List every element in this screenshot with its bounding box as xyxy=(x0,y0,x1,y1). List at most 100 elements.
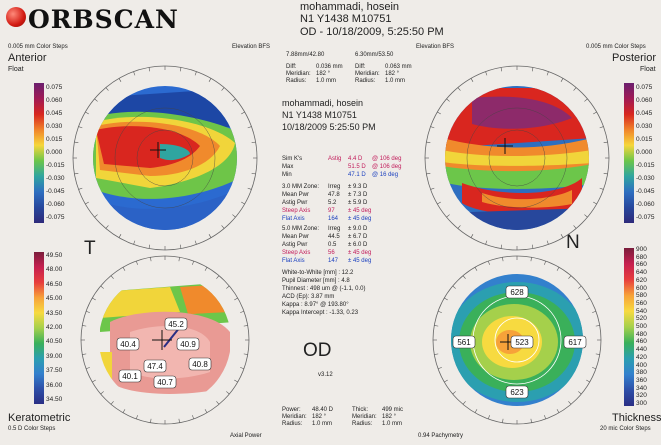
anterior-diff-value: 182 ° xyxy=(316,71,331,77)
posterior-diff-label: Meridian: xyxy=(355,71,380,77)
degree-tick xyxy=(92,379,96,383)
degree-tick xyxy=(110,275,114,279)
keratometric-legend-label: 43.50 xyxy=(46,309,63,317)
keratometric-point-row: Meridian: 182 ° xyxy=(282,414,348,421)
keratometric-power-map: 40.4 45.2 40.9 47.4 40.1 40.7 40.8 xyxy=(80,255,250,425)
degree-tick xyxy=(232,214,236,218)
anterior-diff-info: Diff: 0.036 mm Meridian: 182 ° Radius: 1.0 mm xyxy=(286,64,352,85)
thickness-value-box xyxy=(505,285,529,299)
anterior-legend-label: 0.015 xyxy=(46,136,63,143)
zone5-extra: ± 45 deg xyxy=(348,258,372,264)
degree-tick xyxy=(208,78,212,82)
degree-tick xyxy=(150,418,152,423)
zone5-label: Mean Pwr xyxy=(282,234,310,240)
degree-tick xyxy=(434,353,439,355)
keratometric-legend-label: 42.00 xyxy=(46,324,63,331)
degree-tick xyxy=(216,401,220,405)
degree-tick xyxy=(150,257,152,262)
posterior-legend-label: 0.075 xyxy=(636,84,653,91)
summary-line: ACD (Ep): 3.87 mm xyxy=(282,294,335,300)
degree-tick xyxy=(178,257,180,262)
zone5-block: 5.0 MM Zone: Irreg ± 9.0 D Mean Pwr 44.5 ± 6.… xyxy=(282,226,392,266)
degree-tick xyxy=(92,297,96,301)
degree-tick xyxy=(434,325,439,327)
pachymetry-label: 0.94 Pachymetry xyxy=(418,433,464,439)
degree-tick xyxy=(500,244,503,249)
degree-tick xyxy=(578,391,582,395)
sim-k-label: Min xyxy=(282,172,292,178)
degree-tick xyxy=(573,225,577,229)
zone3-value: 5.2 xyxy=(328,200,337,206)
thickness-value: 623 xyxy=(510,388,524,397)
keratometric-value-box xyxy=(153,375,177,389)
degree-tick xyxy=(485,71,488,76)
anterior-diff-value: 1.0 mm xyxy=(316,78,337,84)
zone5-value: 56 xyxy=(328,250,335,256)
zone3-extra: ± 5.9 D xyxy=(348,200,368,206)
sim-k-axis: @ 106 deg xyxy=(372,156,402,162)
thickness-legend-label: 500 xyxy=(636,323,647,330)
degree-tick xyxy=(208,234,212,238)
posterior-color-steps: 0.005 mm Color Steps xyxy=(586,44,646,50)
keratometric-legend-label: 48.00 xyxy=(46,266,63,274)
degree-tick xyxy=(437,201,441,205)
thickness-point-row: Thick: 499 mic xyxy=(352,407,418,414)
posterior-legend-label: 0.060 xyxy=(636,97,653,104)
degree-tick xyxy=(595,325,600,327)
thickness-legend-label: 380 xyxy=(636,369,647,377)
posterior-diff-row: Radius: 1.0 mm xyxy=(355,78,421,85)
keratometric-value: 40.9 xyxy=(180,340,196,349)
thickness-point-value: 1.0 mm xyxy=(382,421,403,427)
degree-tick xyxy=(578,285,582,289)
zone5-extra: ± 9.0 D xyxy=(348,226,368,232)
thickness-color-legend xyxy=(624,248,634,406)
degree-tick xyxy=(452,391,456,395)
degree-tick xyxy=(546,240,549,245)
zone5-label: 5.0 MM Zone: xyxy=(282,226,320,232)
degree-tick xyxy=(100,391,104,395)
degree-tick xyxy=(179,67,182,72)
degree-tick xyxy=(243,353,248,355)
posterior-legend-label: 0.045 xyxy=(636,110,653,117)
degree-tick xyxy=(247,126,252,129)
thickness-legend-label: 660 xyxy=(636,261,647,269)
thickness-legend-label: 560 xyxy=(636,299,647,307)
nasal-label: N xyxy=(566,232,580,253)
thickness-legend-label: 460 xyxy=(636,338,647,346)
thickness-point-label: Thick: xyxy=(352,407,369,413)
degree-tick xyxy=(593,111,597,115)
degree-tick xyxy=(430,126,435,129)
degree-tick xyxy=(500,67,503,72)
thickness-title: Thickness xyxy=(612,412,661,424)
zone5-extra: ± 6.7 D xyxy=(348,234,368,240)
thickness-legend-label: 400 xyxy=(636,361,647,369)
thickness-legend-label: 480 xyxy=(636,330,647,338)
degree-tick xyxy=(94,98,98,102)
zone3-value: Irreg xyxy=(328,184,341,190)
anterior-diff-label: Diff: xyxy=(286,64,297,70)
degree-tick xyxy=(74,141,79,144)
degree-tick xyxy=(446,214,450,218)
degree-tick xyxy=(568,401,572,405)
keratometric-legend-label: 49.50 xyxy=(46,252,63,259)
degree-tick xyxy=(85,201,89,205)
posterior-legend-label: -0.060 xyxy=(636,201,655,208)
misc-block: White-to-White [mm] : 12.2 Pupil Diameter… xyxy=(282,270,365,318)
keratometric-legend-label: 46.50 xyxy=(46,280,63,288)
degree-tick xyxy=(474,409,478,413)
zone5-row: Mean Pwr 44.5 ± 6.7 D xyxy=(282,234,392,242)
degree-tick xyxy=(586,297,590,301)
degree-tick xyxy=(437,111,441,115)
zone3-row: Flat Axis 164 ± 45 deg xyxy=(282,216,392,224)
posterior-color-legend xyxy=(624,83,634,223)
anterior-diff-label: Radius: xyxy=(286,78,307,84)
zone3-label: Mean Pwr xyxy=(282,192,310,198)
keratometric-point-label: Meridian: xyxy=(282,414,307,420)
keratometric-legend-label: 36.00 xyxy=(46,381,63,389)
zone5-value: 0.5 xyxy=(328,242,337,248)
degree-tick xyxy=(204,267,208,271)
degree-tick xyxy=(462,275,466,279)
keratometric-color-legend xyxy=(34,252,44,404)
zone3-block: 3.0 MM Zone: Irreg ± 9.3 D Mean Pwr 47.8 ± 7.… xyxy=(282,184,392,224)
zone3-label: Astig Pwr xyxy=(282,200,308,206)
